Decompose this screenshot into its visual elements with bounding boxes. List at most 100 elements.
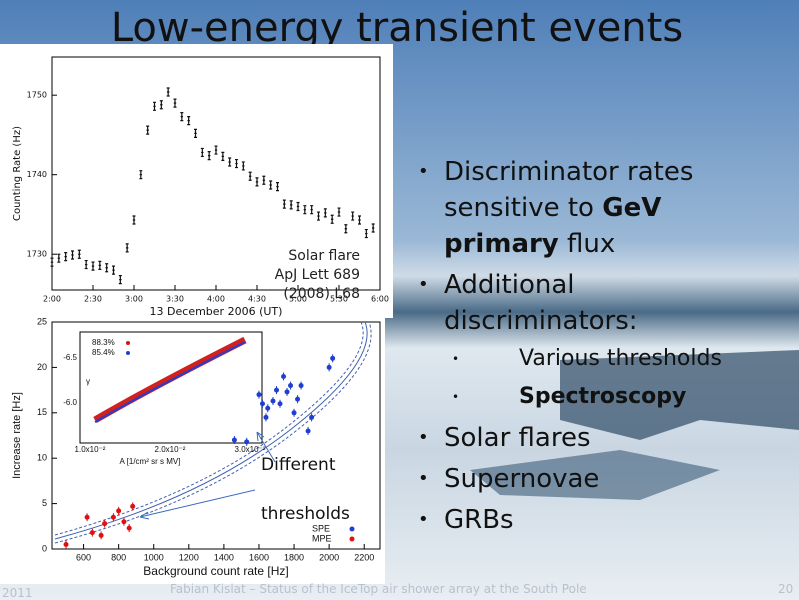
legend-label: MPE bbox=[312, 533, 332, 543]
bullet-text: Discriminator rates sensitive to bbox=[444, 157, 694, 223]
data-point bbox=[296, 201, 300, 212]
annotation: Different bbox=[261, 455, 336, 475]
footer-date: 2011 bbox=[2, 586, 33, 600]
y-tick-label: 1740 bbox=[27, 170, 47, 179]
y-tick-label: 5 bbox=[42, 498, 47, 508]
data-point bbox=[153, 101, 156, 111]
annotation: (2008) L68 bbox=[283, 286, 360, 302]
data-point bbox=[303, 205, 307, 215]
y-tick-label: 1750 bbox=[27, 91, 47, 100]
data-point bbox=[63, 541, 69, 547]
data-point bbox=[330, 214, 334, 224]
data-point bbox=[89, 530, 95, 536]
annotation: Solar flare bbox=[288, 248, 360, 264]
data-point bbox=[200, 147, 204, 158]
x-tick-label: 4:00 bbox=[207, 295, 225, 304]
bullet-item: GRBs bbox=[416, 502, 756, 538]
data-point bbox=[159, 100, 163, 110]
bullet-text: Supernovae bbox=[444, 464, 600, 494]
inset-swatch bbox=[126, 351, 130, 355]
x-tick-label: 3:00 bbox=[125, 295, 143, 304]
x-tick-label: 1800 bbox=[284, 552, 304, 562]
data-point bbox=[270, 398, 276, 404]
x-tick-label: 1200 bbox=[179, 552, 199, 562]
x-tick-label: 2200 bbox=[354, 552, 374, 562]
bullet-text: GeV primary bbox=[444, 193, 662, 259]
data-point bbox=[284, 389, 290, 395]
arrow bbox=[139, 489, 256, 520]
data-point bbox=[91, 261, 95, 271]
inset-y-tick: -6.0 bbox=[63, 398, 77, 407]
legend-swatch bbox=[349, 536, 355, 542]
bullet-item: Various thresholds bbox=[416, 341, 756, 377]
data-point bbox=[231, 437, 237, 443]
data-point bbox=[139, 170, 143, 180]
y-tick-label: 0 bbox=[42, 543, 47, 553]
data-point bbox=[326, 364, 332, 370]
data-point bbox=[291, 410, 297, 416]
data-point bbox=[317, 211, 320, 221]
data-point bbox=[241, 161, 245, 171]
data-point bbox=[105, 263, 109, 273]
inset-legend: 85.4% bbox=[92, 348, 115, 357]
data-point bbox=[289, 200, 293, 210]
y-tick-label: 25 bbox=[37, 316, 47, 326]
data-point bbox=[269, 180, 273, 190]
data-point bbox=[263, 414, 269, 420]
data-point bbox=[126, 525, 132, 531]
data-point bbox=[358, 215, 361, 225]
data-point bbox=[244, 439, 250, 445]
data-point bbox=[295, 396, 301, 402]
bullet-item: Discriminator rates sensitive to GeV pri… bbox=[416, 154, 756, 262]
data-point bbox=[187, 116, 191, 126]
bullet-text: GRBs bbox=[444, 505, 514, 535]
x-axis-label: 13 December 2006 (UT) bbox=[150, 305, 283, 318]
data-point bbox=[305, 428, 311, 434]
inset-y-tick: -6.5 bbox=[63, 353, 77, 362]
data-point bbox=[84, 514, 90, 520]
data-point bbox=[310, 205, 314, 215]
data-point bbox=[98, 260, 102, 270]
fit-curve bbox=[54, 321, 372, 544]
data-point bbox=[214, 145, 218, 155]
data-point bbox=[146, 125, 150, 135]
data-point bbox=[344, 224, 348, 234]
data-point bbox=[274, 387, 280, 393]
data-point bbox=[77, 249, 81, 259]
bullet-text: Additional discriminators: bbox=[444, 270, 638, 336]
data-point bbox=[125, 243, 129, 253]
bullet-text: Spectroscopy bbox=[519, 384, 687, 409]
data-point bbox=[71, 250, 74, 260]
inset-x-label: A [1/cm² sr s MV] bbox=[120, 457, 181, 466]
data-point bbox=[364, 228, 368, 239]
page-number: 20 bbox=[778, 582, 794, 596]
data-point bbox=[265, 405, 271, 411]
data-point bbox=[330, 355, 336, 361]
legend-label: SPE bbox=[312, 523, 330, 533]
inset-cloud bbox=[94, 341, 246, 423]
inset-legend: 88.3% bbox=[92, 338, 115, 347]
data-point bbox=[288, 383, 294, 389]
x-axis-label: Background count rate [Hz] bbox=[143, 564, 288, 578]
data-point bbox=[281, 373, 287, 379]
annotation: thresholds bbox=[261, 504, 350, 524]
x-tick-label: 800 bbox=[111, 552, 126, 562]
data-point bbox=[277, 401, 283, 407]
annotation: ApJ Lett 689 bbox=[275, 267, 360, 283]
inset-cloud bbox=[93, 336, 247, 424]
data-point bbox=[309, 414, 315, 420]
arrow bbox=[256, 431, 276, 463]
x-tick-label: 1600 bbox=[249, 552, 269, 562]
x-tick-label: 6:00 bbox=[371, 295, 389, 304]
bullet-list: Discriminator rates sensitive to GeV pri… bbox=[416, 154, 756, 543]
y-tick-label: 10 bbox=[37, 453, 47, 463]
y-axis-label: Increase rate [Hz] bbox=[11, 392, 23, 479]
data-point bbox=[166, 87, 170, 97]
data-point bbox=[371, 223, 375, 233]
data-point bbox=[112, 265, 115, 275]
inset-x-tick: 2.0x10⁻² bbox=[155, 445, 186, 454]
data-point bbox=[282, 199, 286, 209]
inset-y-label: γ bbox=[86, 377, 90, 386]
data-point bbox=[255, 177, 259, 187]
